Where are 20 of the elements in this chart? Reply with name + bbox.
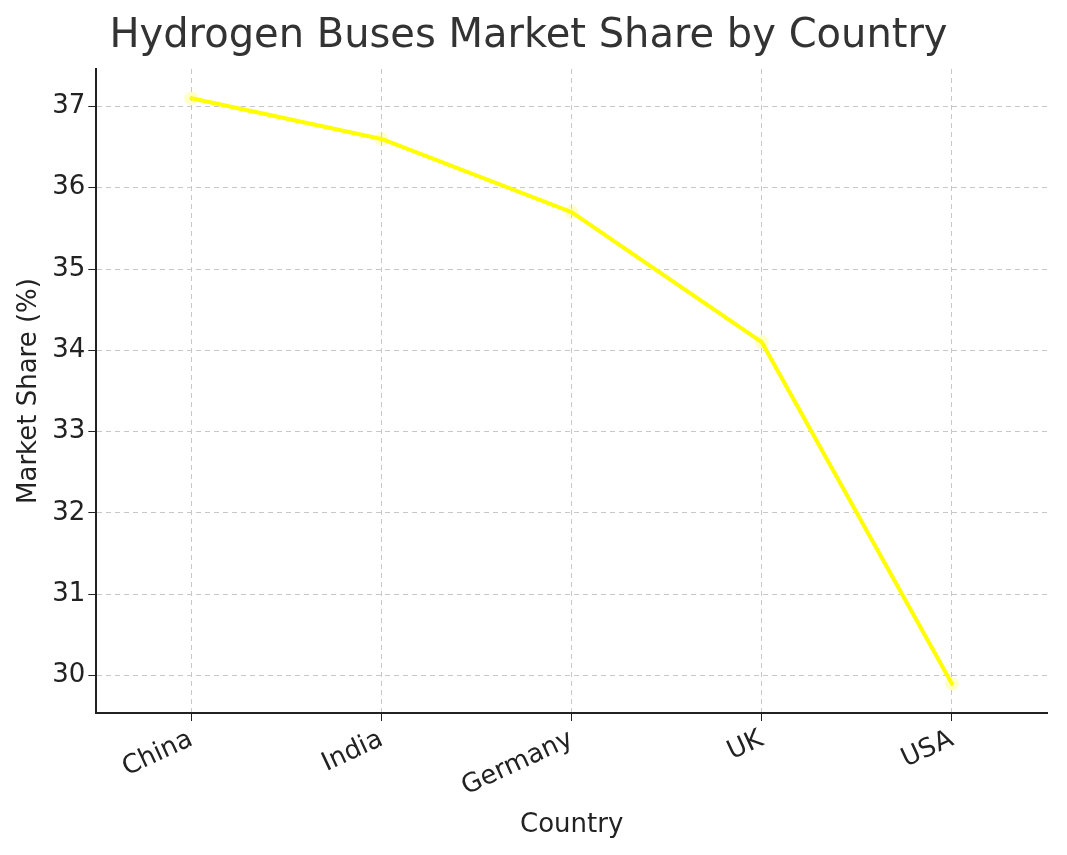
x-tick-label: UK [721, 722, 769, 765]
point [564, 205, 579, 220]
y-tick-label: 33 [52, 414, 86, 445]
point [184, 91, 199, 106]
y-tick-label: 35 [52, 251, 86, 282]
x-tick-label: India [316, 722, 387, 777]
y-tick-label: 34 [52, 333, 86, 364]
y-tick-label: 36 [52, 170, 86, 201]
point [944, 676, 959, 691]
point [754, 335, 769, 350]
y-tick-label: 37 [52, 89, 86, 120]
point [374, 131, 389, 146]
y-tick-label: 30 [52, 658, 86, 689]
y-tick-label: 31 [52, 577, 86, 608]
x-axis-title: Country [519, 808, 624, 839]
x-tick-label: USA [895, 722, 958, 773]
chart-title: Hydrogen Buses Market Share by Country [109, 10, 948, 57]
x-tick-label: China [116, 722, 197, 782]
y-tick-label: 32 [52, 495, 86, 526]
y-axis-title: Market Share (%) [12, 278, 43, 504]
